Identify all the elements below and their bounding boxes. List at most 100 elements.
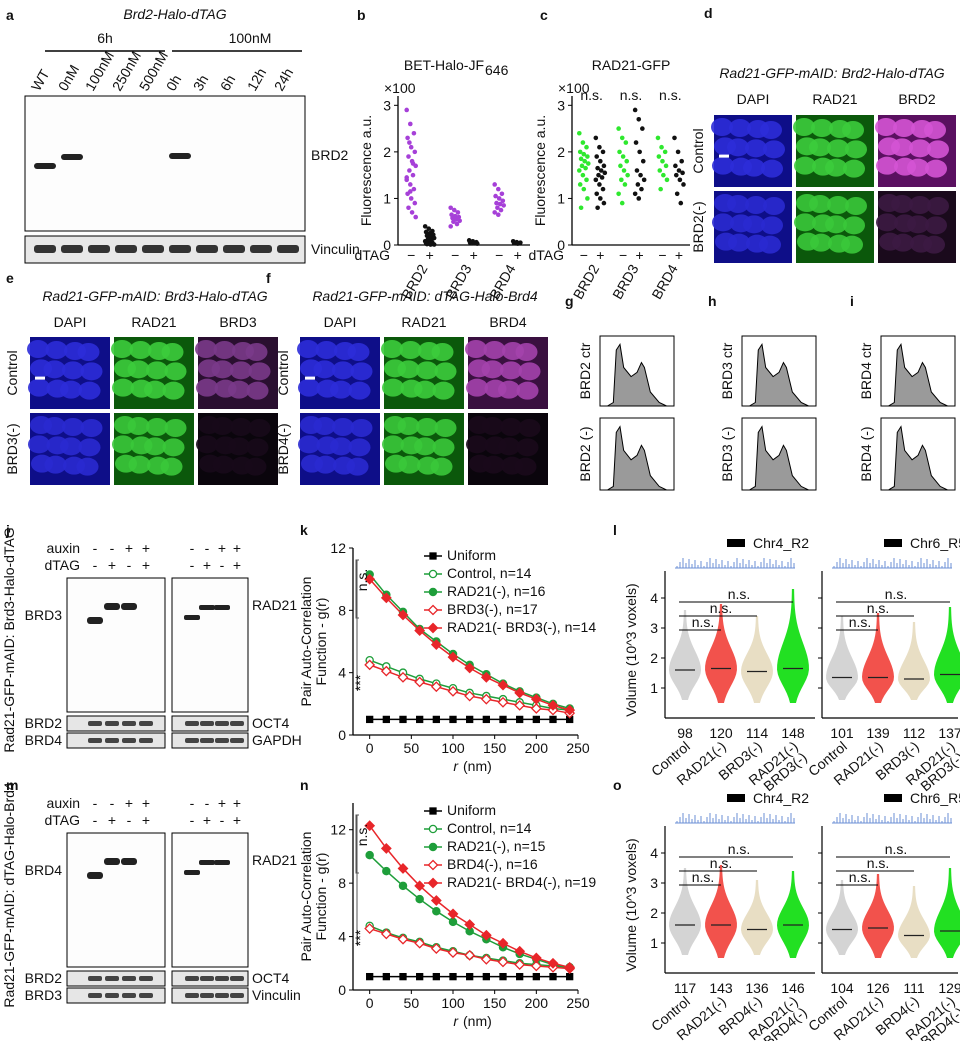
data-point [595, 165, 600, 171]
lane-label: 6h [217, 72, 239, 93]
nucleus [332, 361, 354, 380]
column-label: BRD4 [489, 314, 527, 330]
data-point [636, 116, 642, 122]
nucleus [923, 235, 945, 254]
legend-marker [427, 859, 439, 871]
data-point [397, 933, 409, 945]
row-label: Control [690, 128, 706, 173]
nucleus [827, 196, 849, 214]
data-point [581, 186, 587, 192]
nucleus [43, 417, 66, 435]
nucleus [712, 156, 734, 175]
violin [705, 604, 737, 703]
panel-label: l [613, 522, 617, 538]
violin [934, 868, 960, 958]
data-point [414, 676, 426, 688]
nucleus [228, 437, 250, 456]
data-point [581, 151, 587, 157]
nucleus [434, 362, 457, 381]
band [215, 976, 229, 981]
micrograph [711, 115, 792, 187]
band [104, 603, 120, 610]
x-tick-label: 50 [404, 740, 420, 756]
legend-label: Uniform [447, 547, 496, 563]
band [214, 605, 230, 610]
band [214, 860, 230, 865]
data-point [364, 820, 376, 832]
violin [862, 874, 894, 958]
data-point [380, 928, 392, 940]
nucleus [825, 158, 847, 177]
nucleus [518, 419, 541, 437]
nucleus [314, 455, 337, 474]
nucleus [315, 341, 338, 359]
data-point [549, 972, 557, 981]
column-label: DAPI [54, 314, 87, 330]
data-point [397, 863, 409, 874]
image-header: Rad21-GFP-mAID: Brd3-Halo-dTAG [42, 288, 267, 304]
ns-label: n.s. [849, 614, 872, 630]
data-point [455, 210, 461, 215]
band [185, 738, 199, 743]
nucleus [712, 213, 734, 232]
sign: + [203, 557, 211, 573]
data-point [616, 126, 621, 131]
count-label: 129 [938, 980, 960, 996]
band [87, 872, 103, 879]
data-point [530, 960, 542, 972]
data-point [432, 906, 441, 916]
data-point [673, 172, 679, 178]
data-point [414, 880, 426, 892]
strip-label: OCT4 [252, 715, 290, 731]
data-point [412, 149, 418, 155]
row-label: BRD2(-) [690, 201, 706, 252]
panel-label: b [357, 7, 366, 23]
nucleus [160, 457, 183, 476]
data-point [656, 154, 662, 159]
treatment-label: auxin [47, 540, 80, 556]
ns-label: n.s. [728, 586, 751, 602]
nucleus [398, 455, 421, 474]
data-point [424, 241, 430, 247]
band [88, 738, 102, 743]
x-tick-label: 250 [566, 995, 590, 1011]
panel-label: a [6, 7, 14, 23]
data-point [664, 177, 670, 183]
sign: + [142, 812, 150, 828]
sign: + [636, 247, 644, 263]
sign: − [495, 247, 503, 263]
count-label: 139 [866, 725, 890, 741]
data-point [584, 177, 589, 183]
data-point [637, 149, 642, 155]
data-point [532, 972, 540, 981]
sign: + [108, 557, 116, 573]
ns-label: n.s. [867, 855, 890, 871]
legend-label: RAD21(-), n=15 [447, 838, 546, 854]
data-point [530, 952, 542, 964]
row-label: BRD3(-) [4, 423, 20, 474]
data-point [412, 200, 418, 206]
legend-label: BRD4(-), n=19 [505, 874, 596, 890]
panel-label: i [850, 293, 854, 309]
y-axis-label: Pair Auto-Correlation [298, 832, 314, 962]
y-axis-label: Pair Auto-Correlation [298, 577, 314, 707]
scale-bar [35, 376, 45, 380]
y-tick-label: 2 [383, 144, 391, 160]
data-point [493, 193, 498, 199]
data-point [422, 224, 428, 229]
target-label: BRD3 [25, 607, 63, 623]
data-point [432, 715, 440, 724]
x-axis-label: r [453, 758, 459, 774]
data-point [641, 177, 647, 183]
data-point [496, 212, 501, 218]
nucleus [27, 340, 49, 358]
nucleus [729, 119, 751, 137]
panel-label: c [540, 7, 548, 23]
band [185, 993, 199, 998]
x-tick-label: 0 [366, 995, 374, 1011]
nucleus [727, 138, 749, 157]
band [200, 993, 214, 998]
sign: - [93, 557, 98, 573]
data-point [408, 189, 413, 194]
band [122, 738, 136, 743]
